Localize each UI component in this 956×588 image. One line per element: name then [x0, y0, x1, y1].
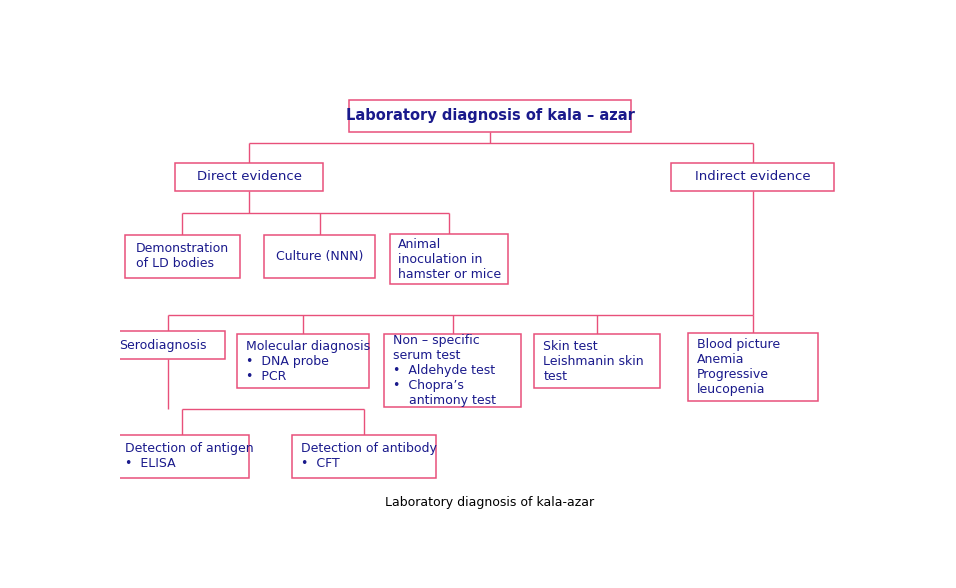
- FancyBboxPatch shape: [237, 334, 369, 389]
- FancyBboxPatch shape: [671, 163, 835, 191]
- FancyBboxPatch shape: [175, 163, 323, 191]
- FancyBboxPatch shape: [125, 235, 240, 278]
- FancyBboxPatch shape: [390, 235, 509, 284]
- FancyBboxPatch shape: [116, 435, 250, 478]
- FancyBboxPatch shape: [292, 435, 436, 478]
- Text: Culture (NNN): Culture (NNN): [276, 250, 363, 263]
- Text: Laboratory diagnosis of kala – azar: Laboratory diagnosis of kala – azar: [345, 108, 635, 123]
- Text: Serodiagnosis: Serodiagnosis: [120, 339, 206, 352]
- Text: Molecular diagnosis
•  DNA probe
•  PCR: Molecular diagnosis • DNA probe • PCR: [247, 340, 370, 383]
- Text: Indirect evidence: Indirect evidence: [695, 171, 811, 183]
- FancyBboxPatch shape: [264, 235, 375, 278]
- FancyBboxPatch shape: [534, 334, 661, 389]
- Text: Non – specific
serum test
•  Aldehyde test
•  Chopra’s
    antimony test: Non – specific serum test • Aldehyde tes…: [393, 334, 496, 407]
- Text: Blood picture
Anemia
Progressive
leucopenia: Blood picture Anemia Progressive leucope…: [697, 338, 780, 396]
- Text: Direct evidence: Direct evidence: [197, 171, 302, 183]
- Text: Demonstration
of LD bodies: Demonstration of LD bodies: [136, 242, 229, 270]
- Text: Detection of antigen
•  ELISA: Detection of antigen • ELISA: [124, 442, 253, 470]
- Text: Skin test
Leishmanin skin
test: Skin test Leishmanin skin test: [543, 340, 644, 383]
- FancyBboxPatch shape: [688, 333, 817, 401]
- Text: Animal
inoculation in
hamster or mice: Animal inoculation in hamster or mice: [398, 238, 501, 281]
- FancyBboxPatch shape: [384, 334, 521, 406]
- Text: Detection of antibody
•  CFT: Detection of antibody • CFT: [300, 442, 437, 470]
- FancyBboxPatch shape: [110, 332, 225, 359]
- FancyBboxPatch shape: [349, 99, 631, 132]
- Text: Laboratory diagnosis of kala-azar: Laboratory diagnosis of kala-azar: [385, 496, 595, 509]
